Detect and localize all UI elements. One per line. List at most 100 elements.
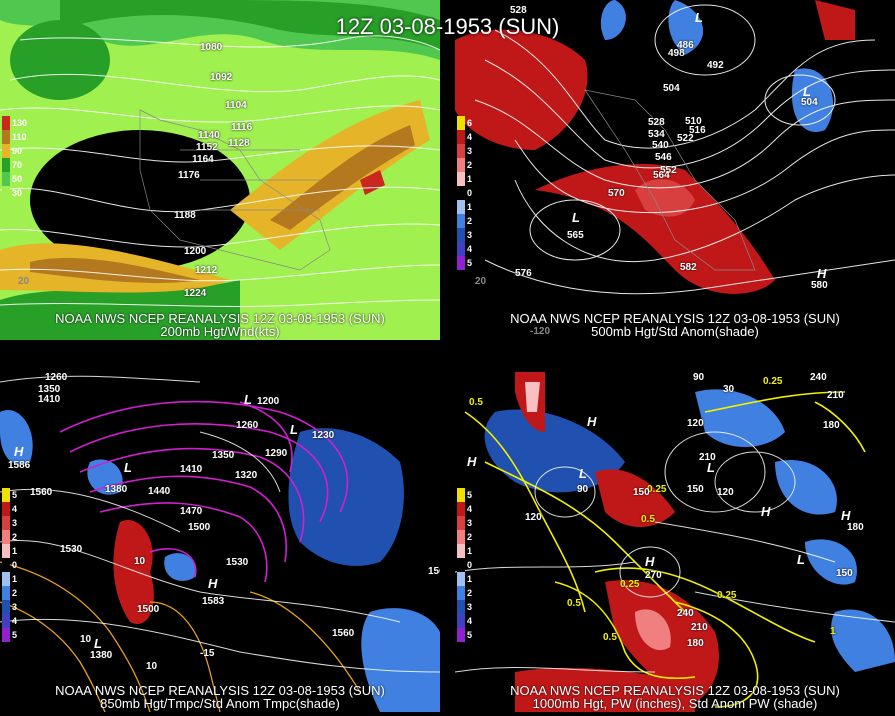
high-center-marker: H (467, 454, 477, 469)
contour-label: 1560 (30, 487, 53, 498)
contour-label: 10 (134, 556, 146, 567)
contour-label: 570 (608, 188, 625, 199)
contour-label: 120 (525, 512, 542, 523)
low-center-marker: L (94, 636, 102, 651)
contour-label: 1380 (105, 484, 128, 495)
map-500mb (455, 0, 895, 340)
contour-label: 1530 (226, 557, 249, 568)
high-center-marker: H (645, 554, 655, 569)
contour-label: 582 (680, 262, 697, 273)
contour-label: 180 (847, 522, 864, 533)
contour-label: 1410 (38, 394, 61, 405)
contour-label: 510 (685, 116, 702, 127)
contour-label: 1320 (235, 470, 258, 481)
contour-label: 0.25 (717, 590, 737, 601)
contour-label: 565 (567, 230, 584, 241)
panel-200mb: 130 110 90 70 50 30 1080 1092 1104 1116 … (0, 0, 440, 340)
contour-label: 576 (515, 268, 532, 279)
contour-label: 1176 (178, 170, 200, 181)
contour-label: 270 (645, 570, 662, 581)
contour-label: 1128 (228, 138, 250, 149)
contour-label: 0.5 (469, 397, 483, 408)
contour-label: 1380 (90, 650, 113, 661)
contour-label: 210 (691, 622, 708, 633)
contour-label: 1116 (231, 122, 253, 133)
contour-label: 150 (687, 484, 704, 495)
contour-label: 1 (830, 626, 836, 637)
contour-label: 540 (652, 140, 669, 151)
contour-label: 1152 (196, 142, 218, 153)
contour-label: 120 (687, 418, 704, 429)
contour-label: 1500 (137, 604, 160, 615)
contour-label: 1104 (225, 100, 247, 111)
contour-label: 0.25 (620, 579, 640, 590)
low-center-marker: L (124, 460, 132, 475)
contour-label: 1164 (192, 154, 214, 165)
low-center-marker: L (797, 552, 805, 567)
caption-source: NOAA NWS NCEP REANALYSIS 12Z 03-08-1953 … (55, 683, 385, 698)
contour-label: 1188 (174, 210, 196, 221)
contour-label: 486 (677, 40, 694, 51)
contour-label: 0.25 (763, 376, 783, 387)
map-850mb (0, 372, 440, 712)
contour-label: 210 (699, 452, 716, 463)
contour-label: 504 (801, 97, 818, 108)
contour-label: 580 (811, 280, 828, 291)
contour-label: 150 (836, 568, 853, 579)
low-center-marker: L (579, 466, 587, 481)
panel-500mb: 6 4 3 2 1 0 1 2 3 4 5 528 486 498 492 50… (455, 0, 895, 340)
contour-label: 1560 (332, 628, 355, 639)
contour-label: 1200 (257, 396, 280, 407)
contour-label: 10 (80, 634, 92, 645)
low-center-marker: L (290, 422, 298, 437)
caption-source: NOAA NWS NCEP REANALYSIS 12Z 03-08-1953 … (55, 311, 385, 326)
edge-label: 20 (475, 276, 487, 287)
low-center-marker: L (803, 84, 811, 99)
caption-source: NOAA NWS NCEP REANALYSIS 12Z 03-08-1953 … (510, 683, 840, 698)
contour-label: 240 (677, 608, 694, 619)
high-center-marker: H (817, 266, 827, 281)
contour-label: 1080 (200, 42, 223, 53)
contour-label: 1586 (8, 460, 31, 471)
high-center-marker: H (14, 444, 24, 459)
contour-label: 552 (660, 165, 677, 176)
high-center-marker: H (761, 504, 771, 519)
contour-label: 0.5 (641, 514, 655, 525)
contour-label: 1500 (188, 522, 211, 533)
contour-label: 534 (648, 129, 665, 140)
low-center-marker: L (244, 392, 252, 407)
contour-label: 564 (653, 170, 670, 181)
contour-label: 546 (655, 152, 672, 163)
contour-label: 0.5 (567, 598, 581, 609)
contour-label: 1350 (212, 450, 235, 461)
contour-label: 1440 (148, 486, 171, 497)
legend-1000mb: 5 4 3 2 1 0 1 2 3 4 5 (457, 488, 487, 642)
contour-label: 1140 (198, 130, 220, 141)
legend-200mb: 130 110 90 70 50 30 (2, 116, 32, 200)
map-title: 12Z 03-08-1953 (SUN) (335, 14, 560, 39)
map-1000mb (455, 372, 895, 712)
contour-label: 1410 (180, 464, 203, 475)
high-center-marker: H (587, 414, 597, 429)
contour-label: 90 (577, 484, 589, 495)
caption-field: 200mb Hgt/Wnd(kts) (160, 324, 280, 339)
contour-label: 516 (689, 125, 706, 136)
low-center-marker: L (572, 210, 580, 225)
contour-label: 150 (633, 487, 650, 498)
map-200mb (0, 0, 440, 340)
caption-source: NOAA NWS NCEP REANALYSIS 12Z 03-08-1953 … (510, 311, 840, 326)
contour-label: 1260 (236, 420, 259, 431)
contour-label: 30 (723, 384, 735, 395)
contour-label: 0.25 (647, 484, 667, 495)
contour-label: 180 (687, 638, 704, 649)
contour-label: 210 (827, 390, 844, 401)
contour-label: 10 (146, 661, 158, 672)
high-center-marker: H (208, 576, 218, 591)
contour-label: 528 (510, 5, 527, 16)
low-center-marker: L (695, 10, 703, 25)
panel-850mb: 5 4 3 2 1 0 1 2 3 4 5 1260 1350 1410 120… (0, 372, 440, 712)
contour-label: 1290 (265, 448, 288, 459)
contour-label: 492 (707, 60, 724, 71)
contour-label: 1230 (312, 430, 335, 441)
contour-label: 1200 (184, 246, 207, 257)
